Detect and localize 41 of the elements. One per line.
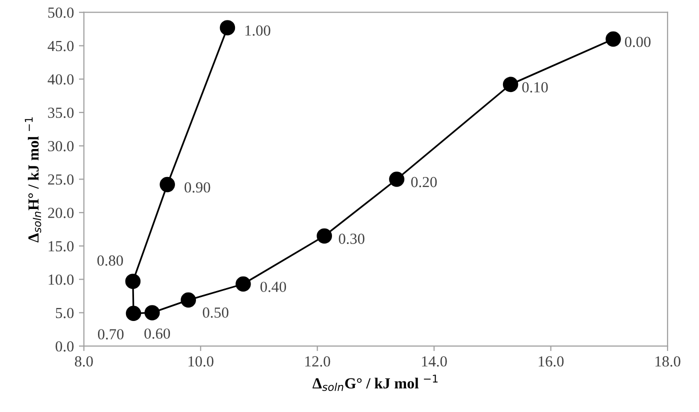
y-tick-label: 15.0 [48, 241, 74, 252]
annotation: 1.00 [245, 25, 270, 36]
point [606, 31, 621, 47]
annotation: 0.70 [98, 329, 124, 340]
y-tick-label: 25.0 [48, 174, 74, 185]
y-tick-label: 0.0 [56, 341, 74, 352]
point [126, 306, 142, 322]
annotation: 0.50 [202, 307, 228, 318]
point [160, 176, 175, 192]
annotation: 0.80 [97, 255, 123, 266]
y-tick-label: 45.0 [48, 40, 74, 52]
point [502, 76, 518, 92]
point [389, 172, 404, 187]
annotation: 0.40 [260, 282, 286, 292]
point [180, 292, 196, 308]
annotation: 0.60 [144, 328, 170, 339]
x-tick-label: 14.0 [422, 356, 447, 367]
annotation: 0.00 [624, 36, 651, 48]
annotation: 0.30 [338, 234, 364, 244]
y-tick-label: 30.0 [48, 140, 74, 152]
point [125, 274, 141, 289]
y-tick-label: 20.0 [48, 208, 74, 218]
y-tick-label: 5.0 [56, 308, 74, 318]
y-tick-label: 50.0 [48, 8, 74, 18]
x-axis-title: Δ$_{soln}$G° / kJ mol $^{−1}$ [312, 374, 438, 392]
y-tick-label: 10.0 [48, 274, 74, 285]
x-tick-label: 8.0 [74, 356, 93, 367]
x-tick-label: 16.0 [538, 356, 564, 367]
point [236, 276, 251, 292]
x-tick-label: 18.0 [656, 356, 680, 367]
annotation: 0.20 [411, 176, 437, 188]
annotation: 0.90 [184, 182, 210, 193]
y-tick-label: 40.0 [48, 74, 74, 85]
point [220, 20, 236, 36]
x-tick-label: 12.0 [305, 356, 330, 367]
y-tick-label: 35.0 [48, 108, 74, 118]
x-tick-label: 10.0 [188, 356, 214, 367]
annotation: 0.10 [522, 82, 548, 92]
point [144, 305, 160, 320]
y-axis-title: Δ$_{soln}$H° / kJ mol $^{−1}$ [24, 117, 42, 242]
point [316, 228, 332, 244]
